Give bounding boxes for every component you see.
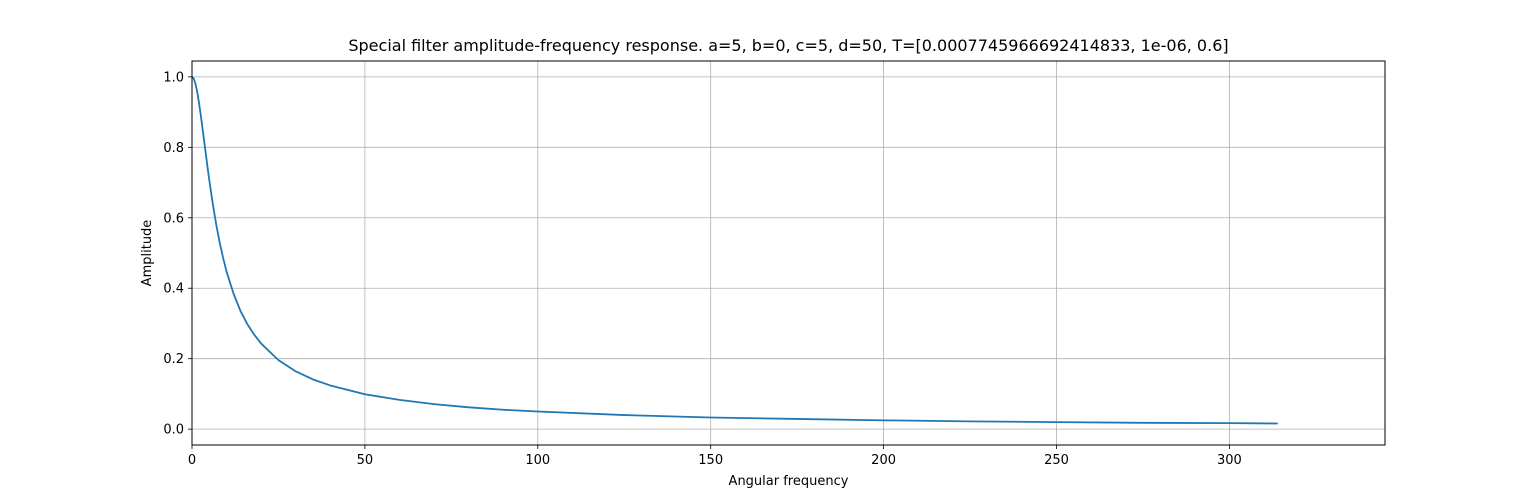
x-tick-label: 50 <box>357 453 374 468</box>
x-tick-label: 250 <box>1044 453 1069 468</box>
y-tick-label: 1.0 <box>163 70 184 85</box>
x-tick-label: 300 <box>1217 453 1242 468</box>
x-axis-label: Angular frequency <box>729 474 849 489</box>
grid <box>191 61 1385 445</box>
x-tick-label: 200 <box>871 453 896 468</box>
y-tick-label: 0.8 <box>163 141 184 156</box>
chart-title: Special filter amplitude-frequency respo… <box>348 36 1228 55</box>
x-tick-label: 150 <box>698 453 723 468</box>
y-tick-label: 0.4 <box>163 282 184 297</box>
y-tick-label: 0.0 <box>163 423 184 438</box>
series-line <box>191 76 1278 425</box>
ticks: 0 50 100 150 200 250 300 0.0 0.2 0.4 0.6 0.8 1.0 <box>163 70 1241 468</box>
x-tick-label: 0 <box>188 453 196 468</box>
plot-frame <box>191 60 1386 446</box>
series-layer <box>191 76 1278 425</box>
y-tick-label: 0.6 <box>163 211 184 226</box>
y-tick-label: 0.2 <box>163 352 184 367</box>
y-axis-label: Amplitude <box>140 220 155 287</box>
x-tick-label: 100 <box>525 453 550 468</box>
